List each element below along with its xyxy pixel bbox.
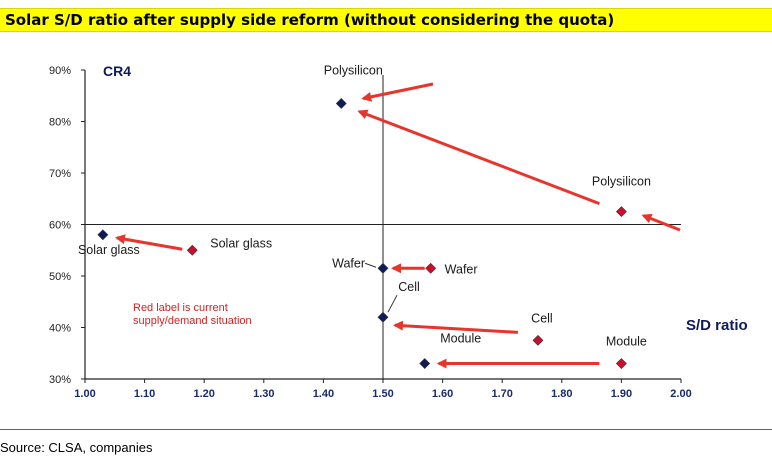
reform-point (97, 229, 109, 241)
data-label: Cell (531, 311, 553, 325)
pointer-arrow (361, 82, 434, 102)
x-tick-label: 1.20 (193, 388, 214, 400)
scatter-chart: 1.00 1.10 1.20 1.30 1.40 1.50 1.60 1.70 1.80 1.90… (49, 63, 748, 400)
current-point (615, 206, 627, 218)
y-tick-label: 70% (49, 168, 71, 180)
data-label: Module (440, 332, 481, 346)
y-axis-title: CR4 (103, 63, 131, 79)
x-tick-label: 1.10 (134, 388, 155, 400)
data-label: Cell (398, 280, 420, 294)
y-tick-label: 80% (49, 117, 71, 129)
data-label: Wafer (332, 256, 365, 270)
data-label: Module (606, 335, 647, 349)
data-label: Polysilicon (592, 175, 651, 189)
data-label: Wafer (445, 262, 478, 276)
current-point (186, 244, 198, 256)
x-tick-label: 1.60 (432, 388, 453, 400)
x-tick-label: 1.80 (551, 388, 572, 400)
data-label: Solar glass (210, 236, 272, 250)
current-point (615, 358, 627, 369)
data-label: Polysilicon (324, 63, 383, 77)
source-note: Source: CLSA, companies (0, 440, 153, 455)
leader-line (387, 294, 398, 313)
y-tick-label: 50% (49, 271, 71, 283)
y-tick-label: 90% (49, 65, 71, 77)
shift-arrow (357, 109, 600, 206)
current-point (532, 334, 544, 346)
x-axis-title: S/D ratio (686, 317, 748, 334)
reform-point (335, 98, 347, 109)
chart-note: supply/demand situation (133, 315, 252, 327)
y-tick-label: 60% (49, 220, 71, 232)
leader-line (364, 262, 377, 268)
chart-note: Red label is current (133, 302, 228, 314)
current-point (425, 262, 437, 274)
x-tick-label: 1.40 (313, 388, 334, 400)
y-tick-label: 30% (49, 374, 71, 386)
chart-title: Solar S/D ratio after supply side reform… (5, 11, 615, 29)
x-tick-label: 1.00 (74, 388, 95, 400)
x-tick-label: 1.70 (491, 388, 512, 400)
x-tick-label: 1.50 (372, 388, 393, 400)
pointer-arrow (641, 213, 681, 232)
shift-arrow (393, 320, 519, 334)
y-tick-label: 40% (49, 323, 71, 335)
divider (0, 429, 772, 430)
reform-point (419, 358, 431, 369)
title-bar: Solar S/D ratio after supply side reform… (0, 8, 772, 32)
reform-point (377, 311, 389, 323)
x-tick-label: 2.00 (670, 388, 691, 400)
reform-point (377, 262, 389, 274)
x-tick-label: 1.30 (253, 388, 274, 400)
shift-arrow (114, 234, 183, 251)
data-label: Solar glass (78, 243, 140, 257)
x-tick-label: 1.90 (611, 388, 632, 400)
